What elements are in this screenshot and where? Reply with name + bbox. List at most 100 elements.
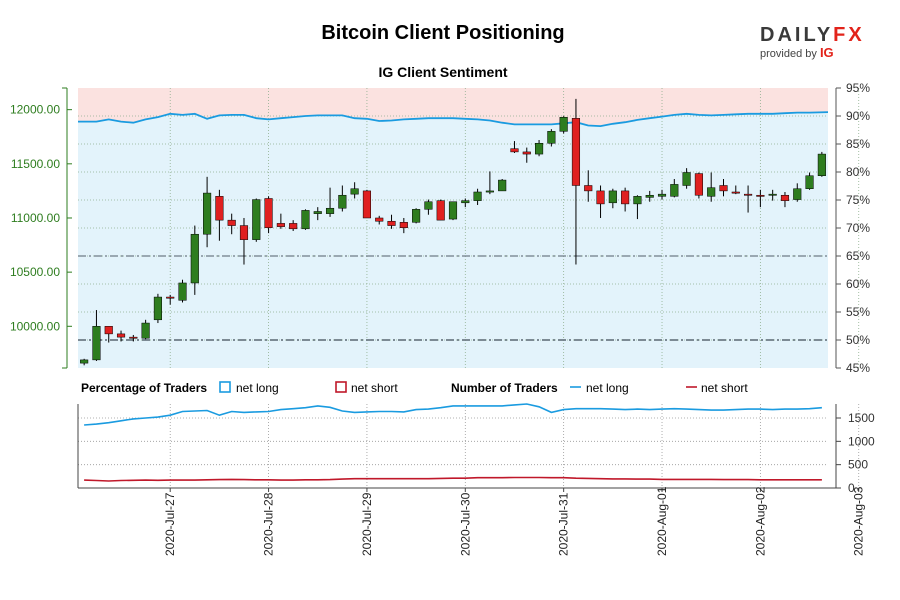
sentiment-tick-label-65: 65% xyxy=(846,249,870,263)
candle-body-21 xyxy=(338,194,347,209)
legend-num-short: net short xyxy=(701,381,748,395)
legend-num-long: net long xyxy=(586,381,629,395)
candle-body-39 xyxy=(559,116,568,132)
candle-body-59 xyxy=(805,175,814,189)
candle-body-11 xyxy=(215,196,224,221)
logo-provided-text: provided by xyxy=(760,48,817,60)
chart-subtitle: IG Client Sentiment xyxy=(378,64,508,80)
legend-pct-short-swatch xyxy=(335,381,347,393)
price-candles xyxy=(80,98,826,366)
legend-percentage-title: Percentage of Traders xyxy=(81,381,207,395)
candle-body-10 xyxy=(203,192,212,235)
candle-body-23 xyxy=(362,190,371,219)
candle-body-58 xyxy=(793,188,802,200)
candle-body-28 xyxy=(424,201,433,210)
price-tick-label-12000: 12000.00 xyxy=(10,103,60,117)
sentiment-tick-label-70: 70% xyxy=(846,221,870,235)
candle-body-54 xyxy=(744,193,753,196)
x-tick-label-4: 2020-Jul-31 xyxy=(557,492,571,556)
candle-body-4 xyxy=(129,336,138,339)
logo-provided-by: provided by IG xyxy=(760,45,870,60)
candle-body-51 xyxy=(707,187,716,197)
net-long-pct-line xyxy=(78,111,829,128)
candle-body-33 xyxy=(485,190,494,193)
candle-body-60 xyxy=(817,153,826,176)
candle-body-37 xyxy=(535,142,544,155)
candle-body-3 xyxy=(116,333,126,338)
sentiment-tick-label-85: 85% xyxy=(846,137,870,151)
candle-body-45 xyxy=(633,196,642,205)
candle-body-27 xyxy=(412,209,421,223)
candle-body-57 xyxy=(780,194,790,201)
logo-fx: FX xyxy=(833,24,865,46)
candle-body-20 xyxy=(325,207,335,214)
candle-body-41 xyxy=(584,185,593,192)
net-long-percentage-line xyxy=(78,111,829,128)
candle-body-40 xyxy=(571,118,581,186)
traders-tick-label-500: 500 xyxy=(848,458,868,472)
candle-body-49 xyxy=(682,172,691,186)
candle-body-46 xyxy=(645,194,654,198)
candle-body-44 xyxy=(621,190,630,205)
sentiment-tick-label-60: 60% xyxy=(846,277,870,291)
traders-tick-label-1000: 1000 xyxy=(848,434,875,448)
candle-body-15 xyxy=(264,198,273,228)
candle-body-53 xyxy=(731,191,740,194)
candle-body-5 xyxy=(141,322,150,339)
candle-body-0 xyxy=(80,359,89,364)
candle-body-47 xyxy=(657,193,667,197)
traders-panel-grid xyxy=(78,404,860,488)
candle-body-34 xyxy=(498,179,507,192)
candle-body-30 xyxy=(448,201,458,220)
sentiment-tick-label-95: 95% xyxy=(846,81,870,95)
candle-body-14 xyxy=(252,199,261,240)
sentiment-tick-label-55: 55% xyxy=(846,305,870,319)
logo-daily: DAILY xyxy=(760,24,834,46)
candle-body-18 xyxy=(301,210,310,230)
traders-tick-label-1500: 1500 xyxy=(848,411,875,425)
sentiment-tick-label-45: 45% xyxy=(846,361,870,375)
x-tick-label-2: 2020-Jul-29 xyxy=(360,492,374,556)
traders-lines xyxy=(84,403,822,482)
net-short-count-line xyxy=(84,476,822,482)
dailyfx-wordmark: DAILYFX xyxy=(760,24,870,47)
price-tick-label-10500: 10500.00 xyxy=(10,265,60,279)
candle-body-22 xyxy=(350,188,359,195)
traders-tick-label-0: 0 xyxy=(848,481,855,495)
dailyfx-logo: DAILYFX provided by IG xyxy=(760,24,870,60)
candle-body-38 xyxy=(547,131,556,144)
chart-title: Bitcoin Client Positioning xyxy=(321,22,565,44)
candle-body-55 xyxy=(756,194,765,197)
x-tick-label-5: 2020-Aug-01 xyxy=(655,486,669,556)
x-tick-label-3: 2020-Jul-30 xyxy=(458,492,472,556)
legend-number-title: Number of Traders xyxy=(451,381,558,395)
x-axis-labels: 2020-Jul-27 2020-Jul-28 2020-Jul-29 2020-Ju… xyxy=(163,486,866,556)
sentiment-tick-label-80: 80% xyxy=(846,165,870,179)
candle-body-12 xyxy=(227,219,236,226)
candle-body-1 xyxy=(92,326,101,361)
candle-body-25 xyxy=(387,220,396,226)
legend-pct-short: net short xyxy=(351,381,398,395)
sentiment-tick-label-75: 75% xyxy=(846,193,870,207)
price-tick-label-11000: 11000.00 xyxy=(11,211,60,225)
candle-body-31 xyxy=(461,200,470,204)
x-tick-label-6: 2020-Aug-02 xyxy=(753,486,767,556)
legend-pct-long-swatch xyxy=(219,381,231,393)
legend-pct-long: net long xyxy=(236,381,279,395)
main-panel-axes: 10000.00 10500.00 11000.00 11500.00 12000.00… xyxy=(10,81,870,375)
candle-body-6 xyxy=(153,296,162,321)
candle-body-26 xyxy=(399,222,408,228)
candle-body-17 xyxy=(289,223,298,230)
candle-body-35 xyxy=(510,148,519,153)
traders-panel-axes: 0 500 1000 1500 xyxy=(77,404,875,495)
candle-body-19 xyxy=(313,211,322,214)
net-long-area xyxy=(78,112,828,368)
sentiment-tick-label-90: 90% xyxy=(846,109,870,123)
candle-body-52 xyxy=(719,185,728,192)
candle-body-2 xyxy=(104,326,113,335)
candle-body-9 xyxy=(190,233,199,284)
candle-body-48 xyxy=(670,184,679,197)
price-tick-label-11500: 11500.00 xyxy=(11,157,60,171)
candle-body-13 xyxy=(239,225,249,240)
